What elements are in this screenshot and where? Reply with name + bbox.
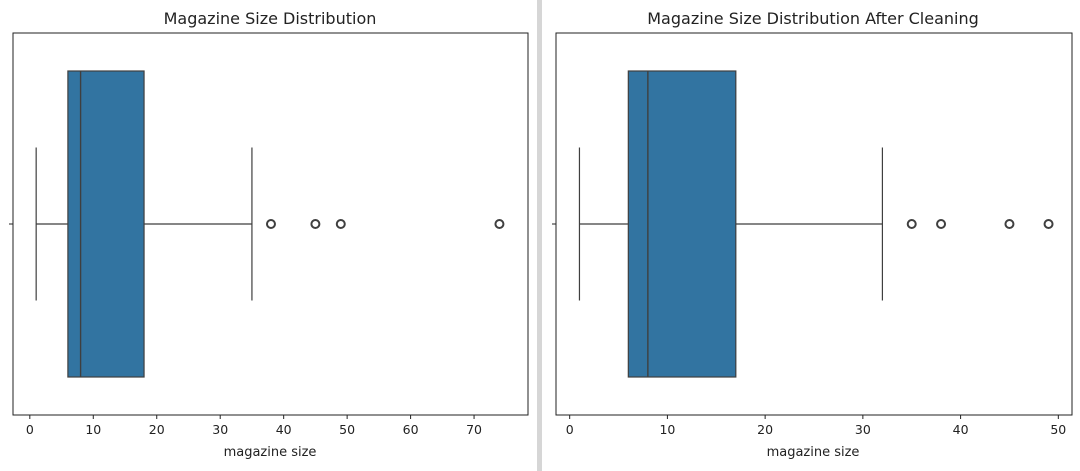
outlier-point-left <box>494 219 505 229</box>
outlier-point-right <box>906 219 917 229</box>
boxplot-chart-left: Magazine Size Distribution magazine size… <box>9 9 529 460</box>
x-tick-label-left: 40 <box>276 422 292 437</box>
chart-title-right: Magazine Size Distribution After Cleanin… <box>647 9 979 28</box>
outlier-point-left <box>310 219 321 229</box>
outlier-point-right <box>1004 219 1015 229</box>
iqr-box-right <box>627 70 737 378</box>
outlier-point-left <box>335 219 346 229</box>
x-tick-label-left: 70 <box>466 422 482 437</box>
x-tick-label-right: 30 <box>855 422 871 437</box>
boxplot-chart-right: Magazine Size Distribution After Cleanin… <box>552 9 1073 460</box>
x-tick-label-right: 10 <box>659 422 675 437</box>
x-tick-label-left: 0 <box>26 422 34 437</box>
x-tick-label-right: 20 <box>757 422 773 437</box>
x-axis-label-left: magazine size <box>224 445 317 460</box>
x-tick-label-left: 60 <box>403 422 419 437</box>
iqr-box-left <box>67 70 145 378</box>
x-tick-label-right: 40 <box>953 422 969 437</box>
panel-divider <box>537 0 542 471</box>
chart-panel-left: Magazine Size Distribution magazine size… <box>0 0 537 471</box>
x-tick-label-left: 10 <box>85 422 101 437</box>
chart-title-left: Magazine Size Distribution <box>164 9 377 28</box>
x-tick-label-left: 30 <box>212 422 228 437</box>
x-axis-label-right: magazine size <box>767 445 860 460</box>
outlier-point-right <box>1043 219 1054 229</box>
outlier-point-left <box>265 219 276 229</box>
x-tick-label-left: 50 <box>339 422 355 437</box>
chart-panel-right: Magazine Size Distribution After Cleanin… <box>542 0 1080 471</box>
x-tick-label-right: 0 <box>566 422 574 437</box>
x-tick-label-right: 50 <box>1050 422 1066 437</box>
outlier-point-right <box>936 219 947 229</box>
x-tick-label-left: 20 <box>149 422 165 437</box>
